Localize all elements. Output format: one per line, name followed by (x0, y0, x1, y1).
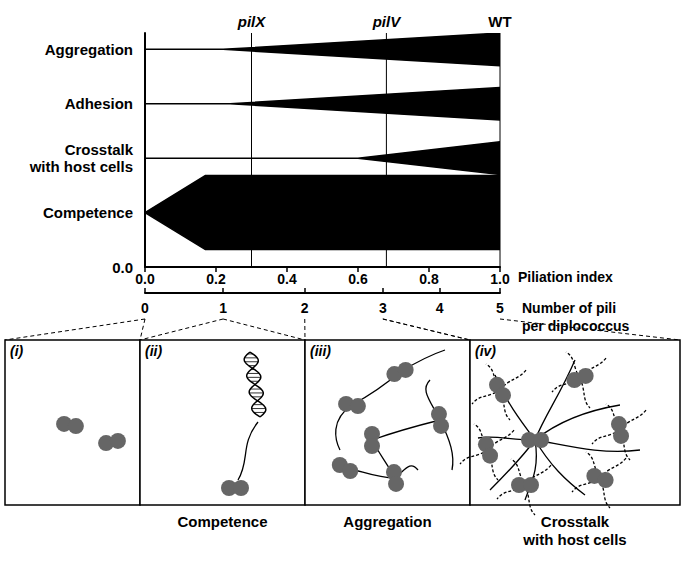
svg-text:Competence: Competence (177, 513, 267, 530)
svg-text:0: 0 (141, 300, 149, 316)
svg-text:Aggregation: Aggregation (343, 513, 431, 530)
svg-text:Crosstalkwith host cells: Crosstalkwith host cells (522, 513, 626, 548)
svg-text:(ii): (ii) (145, 343, 162, 359)
svg-text:1.0: 1.0 (490, 271, 510, 287)
svg-text:0.8: 0.8 (419, 271, 439, 287)
svg-text:(iv): (iv) (475, 343, 496, 359)
svg-text:Aggregation: Aggregation (45, 41, 133, 58)
svg-text:per diplococcus: per diplococcus (522, 318, 630, 334)
svg-text:Adhesion: Adhesion (65, 95, 133, 112)
svg-text:5: 5 (496, 300, 504, 316)
svg-text:0.4: 0.4 (277, 271, 297, 287)
svg-text:0.6: 0.6 (348, 271, 368, 287)
svg-text:pilV: pilV (372, 13, 402, 30)
svg-text:with host cells: with host cells (29, 158, 133, 175)
svg-text:0.0: 0.0 (135, 271, 155, 287)
svg-text:Crosstalk: Crosstalk (65, 141, 134, 158)
svg-text:1: 1 (219, 300, 227, 316)
svg-text:Piliation index: Piliation index (518, 269, 613, 285)
svg-text:0.2: 0.2 (206, 271, 226, 287)
svg-text:WT: WT (488, 13, 511, 30)
svg-text:(iii): (iii) (310, 343, 331, 359)
svg-text:(i): (i) (10, 343, 24, 359)
svg-text:3: 3 (379, 300, 387, 316)
svg-text:0.0: 0.0 (112, 259, 133, 276)
svg-text:pilX: pilX (237, 13, 266, 30)
svg-text:4: 4 (436, 300, 444, 316)
svg-text:2: 2 (301, 300, 309, 316)
svg-text:Competence: Competence (43, 204, 133, 221)
svg-text:Number of pili: Number of pili (522, 300, 616, 316)
